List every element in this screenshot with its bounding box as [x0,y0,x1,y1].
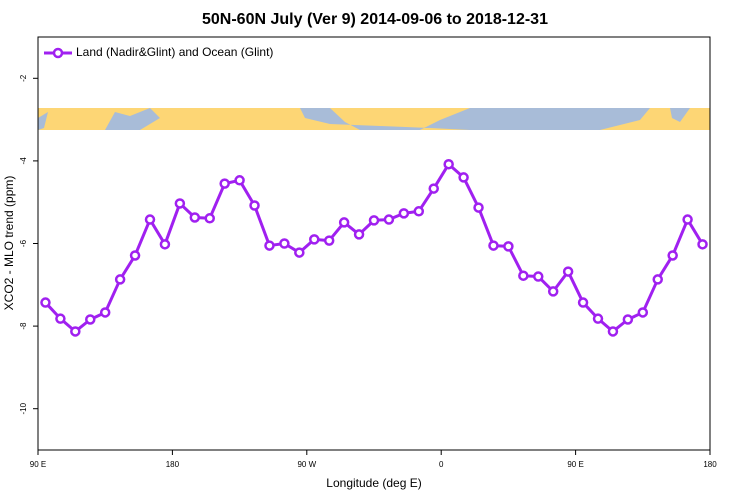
data-point [667,250,678,261]
data-point [697,239,708,250]
data-point [159,239,171,250]
data-point [129,250,141,261]
series-line [44,162,704,333]
y-tick-label: -8 [19,322,28,330]
x-tick-label: 90 W [297,460,316,469]
data-point [428,183,439,194]
legend-label: Land (Nadir&Glint) and Ocean (Glint) [76,45,273,59]
x-tick-label: 90 E [567,460,583,469]
data-point [637,307,649,318]
data-point [562,266,574,277]
data-point [353,229,365,240]
data-point [279,238,290,249]
data-point [249,200,260,211]
data-point [294,247,305,258]
x-tick-label: 90 E [30,460,46,469]
data-point [40,297,51,308]
data-point [518,270,529,281]
data-point [234,175,245,186]
data-point [174,198,186,209]
data-point [323,235,335,246]
data-point [189,212,201,223]
data-point [204,213,215,224]
data-point [338,217,350,228]
legend-marker [52,47,64,59]
data-point [592,313,604,324]
data-point [368,215,380,226]
data-point [488,240,499,251]
data-point [309,234,320,245]
data-point [503,241,514,252]
data-point [652,274,663,285]
data-point [413,206,425,217]
y-tick-label: -6 [19,239,28,247]
x-tick-label: 180 [166,460,180,469]
data-point [114,274,126,285]
data-point [533,271,544,282]
data-point [264,240,275,251]
data-point [473,202,484,213]
data-point [458,172,469,183]
data-point [622,314,634,325]
data-point [70,326,81,337]
data-point [219,178,230,189]
data-point [577,297,589,308]
data-point [547,286,559,297]
data-point [85,314,96,325]
data-point [99,307,111,318]
data-point [607,326,619,337]
x-tick-label: 0 [439,460,444,469]
y-tick-label: -2 [19,74,28,82]
x-tick-label: 180 [703,460,717,469]
data-point [144,214,156,225]
data-point [443,158,454,170]
y-tick-label: -10 [19,402,28,414]
data-point [682,214,693,225]
x-axis-label: Longitude (deg E) [326,476,421,490]
chart-title: 50N-60N July (Ver 9) 2014-09-06 to 2018-… [202,11,548,28]
map-band [38,108,710,130]
y-tick-label: -4 [19,157,28,165]
data-point [55,313,66,324]
data-point [383,214,395,225]
data-point [398,208,410,219]
y-axis-label: XCO2 - MLO trend (ppm) [2,176,16,311]
